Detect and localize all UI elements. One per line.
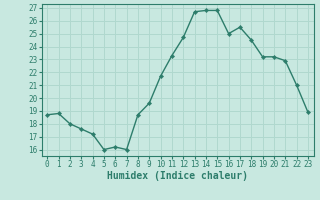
X-axis label: Humidex (Indice chaleur): Humidex (Indice chaleur) [107,171,248,181]
